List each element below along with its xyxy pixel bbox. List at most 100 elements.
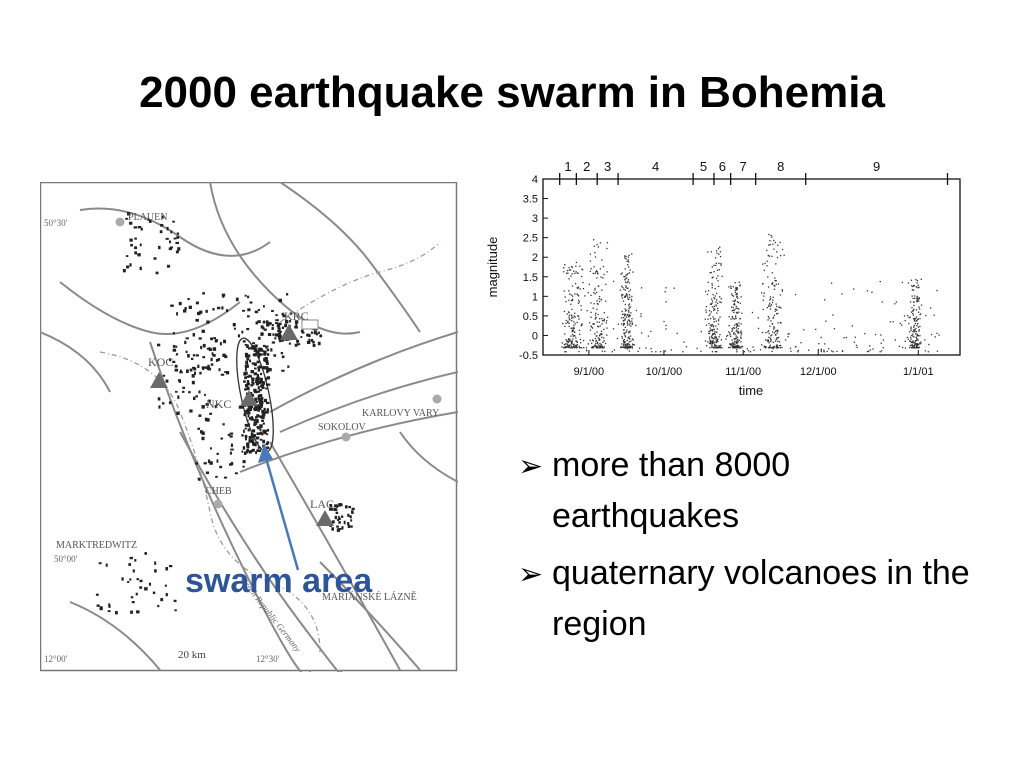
event-point — [577, 294, 579, 296]
epicenter-dot — [263, 358, 267, 362]
epicenter-dot — [170, 230, 173, 234]
event-point — [832, 351, 834, 353]
epicenter-dot — [256, 414, 260, 418]
event-point — [733, 303, 735, 305]
event-point — [665, 324, 667, 327]
event-point — [721, 275, 723, 277]
event-point — [567, 340, 569, 342]
event-point — [620, 285, 623, 287]
event-point — [655, 351, 657, 353]
event-point — [715, 264, 717, 267]
event-point — [788, 333, 790, 335]
event-point — [736, 287, 738, 289]
event-point — [713, 344, 716, 346]
event-point — [856, 346, 858, 348]
epicenter-dot — [271, 324, 274, 327]
event-point — [571, 329, 573, 332]
event-point — [716, 345, 718, 347]
event-point — [714, 334, 716, 336]
event-point — [663, 320, 665, 323]
epicenter-dot — [246, 386, 250, 391]
event-point — [628, 337, 631, 340]
event-point — [640, 315, 642, 317]
event-point — [774, 310, 776, 312]
event-point — [565, 345, 567, 348]
epicenter-dot — [257, 377, 260, 381]
event-point — [712, 340, 714, 342]
event-point — [739, 285, 741, 287]
epicenter-dot — [258, 398, 262, 402]
event-point — [713, 347, 715, 349]
epicenter-dot — [280, 351, 284, 355]
epicenter-dot — [161, 402, 165, 405]
epicenter-dot — [144, 552, 147, 555]
epicenter-dot — [246, 364, 249, 368]
epicenter-dot — [175, 353, 179, 356]
event-point — [761, 331, 764, 334]
event-point — [711, 334, 714, 336]
epicenter-dot — [136, 578, 139, 581]
epicenter-dot — [218, 368, 221, 372]
event-point — [628, 336, 630, 338]
event-point — [734, 338, 736, 340]
event-point — [918, 346, 920, 349]
event-point — [765, 346, 767, 348]
event-point — [927, 351, 929, 353]
event-point — [574, 293, 576, 295]
event-point — [732, 333, 735, 335]
event-point — [916, 347, 918, 349]
epicenter-dot — [215, 358, 219, 362]
event-point — [818, 343, 820, 345]
event-point — [573, 324, 575, 327]
event-point — [583, 347, 585, 349]
event-point — [738, 322, 740, 324]
event-point — [913, 301, 915, 303]
epicenter-dot — [211, 352, 214, 355]
event-point — [711, 351, 713, 353]
event-point — [918, 330, 920, 332]
y-tick-label: 2.5 — [523, 233, 538, 245]
event-point — [768, 347, 771, 349]
event-point — [708, 338, 711, 340]
event-point — [713, 321, 715, 323]
event-point — [841, 293, 843, 295]
event-point — [770, 234, 772, 237]
event-point — [621, 337, 624, 339]
event-point — [567, 338, 570, 341]
event-point — [624, 281, 627, 283]
event-point — [740, 347, 742, 349]
event-point — [715, 338, 717, 340]
epicenter-dot — [165, 593, 168, 597]
event-point — [571, 285, 574, 287]
epicenter-dot — [268, 367, 272, 372]
epicenter-dot — [172, 360, 176, 364]
epicenter-dot — [189, 409, 193, 413]
epicenter-dot — [246, 379, 250, 384]
event-point — [736, 339, 739, 341]
event-point — [627, 256, 630, 258]
event-point — [797, 349, 800, 352]
event-point — [747, 350, 750, 352]
event-point — [626, 339, 628, 342]
event-point — [571, 347, 574, 349]
epicenter-dot — [259, 431, 262, 435]
event-point — [622, 300, 625, 302]
event-point — [696, 347, 698, 350]
event-point — [916, 295, 918, 298]
event-point — [763, 269, 766, 272]
event-point — [621, 297, 624, 299]
event-point — [650, 330, 652, 333]
event-point — [713, 332, 716, 334]
bullet-text: more than 8000 earthquakes — [552, 446, 791, 535]
event-point — [572, 338, 574, 340]
event-point — [711, 282, 713, 285]
event-point — [592, 339, 594, 341]
epicenter-dot — [281, 369, 285, 372]
epicenter-dot — [172, 332, 175, 335]
event-point — [628, 303, 631, 305]
y-tick-label: 3 — [532, 213, 538, 225]
event-point — [575, 337, 577, 339]
event-point — [625, 309, 628, 311]
event-point — [711, 300, 714, 302]
epicenter-dot — [246, 344, 249, 349]
